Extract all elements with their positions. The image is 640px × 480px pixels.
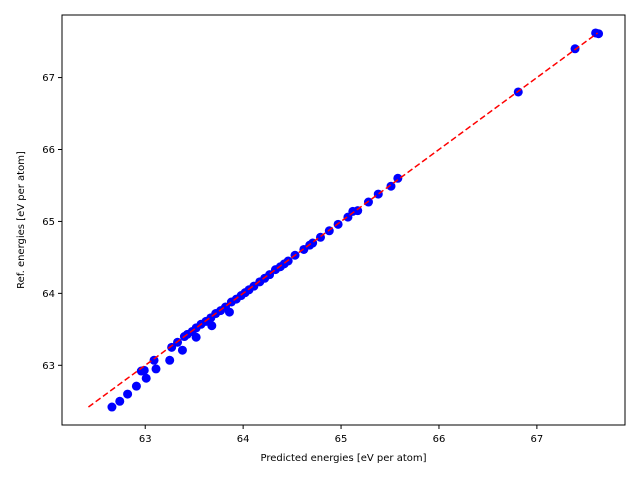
scatter-point [224,307,234,317]
y-axis: 63 64 65 66 67 [42,73,62,372]
y-tick-label: 67 [42,73,55,84]
scatter-point [594,29,604,39]
x-axis-label: Predicted energies [eV per atom] [260,453,426,464]
x-tick-label: 63 [139,434,152,445]
x-tick-label: 67 [531,434,544,445]
scatter-point [115,396,125,406]
x-axis: 63 64 65 66 67 [139,425,543,445]
scatter-point [177,345,187,355]
scatter-point [151,364,161,374]
y-tick-label: 64 [42,289,55,300]
scatter-point [386,181,396,191]
y-tick-label: 63 [42,361,55,372]
y-tick-label: 65 [42,217,55,228]
scatter-point [191,332,201,342]
scatter-point [131,381,141,391]
x-tick-label: 64 [237,434,250,445]
scatter-point [141,373,151,383]
scatter-point [165,355,175,365]
y-axis-label: Ref. energies [eV per atom] [16,151,27,289]
scatter-point [139,365,149,375]
y-tick-label: 66 [42,145,55,156]
plot-area [87,28,604,412]
reference-line [87,32,599,408]
scatter-point [123,389,133,399]
scatter-point [207,321,217,331]
scatter-point [167,342,177,352]
scatter-point [107,402,117,412]
x-tick-label: 66 [433,434,446,445]
x-tick-label: 65 [335,434,348,445]
axes-frame [61,14,626,426]
